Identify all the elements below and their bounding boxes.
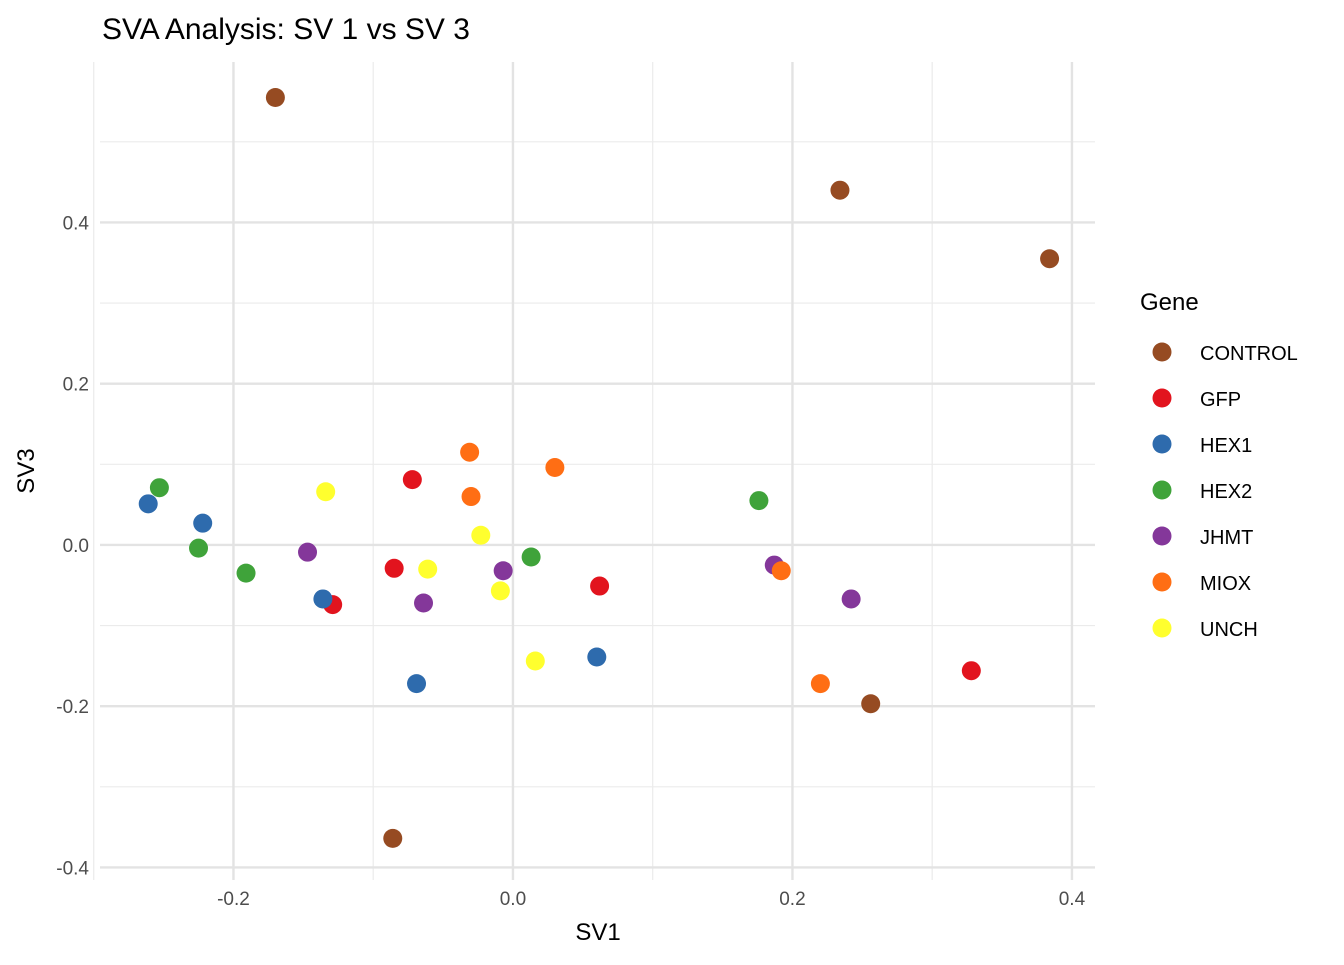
data-point-miox — [460, 442, 480, 462]
data-point-miox — [461, 487, 481, 507]
x-tick-label: 0.4 — [1059, 889, 1086, 910]
x-axis-ticks: -0.2 0.0 0.2 0.4 — [217, 889, 1085, 910]
legend-label: CONTROL — [1200, 343, 1298, 365]
y-tick-label: -0.2 — [56, 697, 89, 718]
data-point-jhmt — [493, 561, 513, 581]
data-point-hex1 — [193, 513, 213, 533]
y-axis-label: SV3 — [13, 448, 40, 493]
legend-label: HEX2 — [1200, 481, 1252, 503]
legend-key-unch — [1152, 618, 1172, 638]
data-point-unch — [525, 651, 545, 671]
chart-title: SVA Analysis: SV 1 vs SV 3 — [102, 13, 470, 46]
legend-label: UNCH — [1200, 619, 1258, 641]
legend-key-hex1 — [1152, 434, 1172, 454]
legend: Gene CONTROL GFP HEX1 HEX2 JHMT MIOX UNCH — [1140, 289, 1298, 641]
data-point-hex2 — [236, 563, 256, 583]
data-point-gfp — [384, 558, 404, 578]
data-point-miox — [545, 458, 565, 478]
legend-title: Gene — [1140, 289, 1199, 316]
data-point-unch — [471, 525, 491, 545]
data-point-hex1 — [587, 647, 607, 667]
data-point-jhmt — [298, 542, 318, 562]
data-point-hex2 — [149, 478, 169, 498]
data-point-control — [1040, 249, 1060, 269]
data-point-miox — [771, 561, 791, 581]
data-point-jhmt — [414, 593, 434, 613]
data-points — [138, 87, 1060, 848]
data-point-hex2 — [749, 491, 769, 511]
legend-key-control — [1152, 342, 1172, 362]
data-point-control — [383, 828, 403, 848]
data-point-jhmt — [841, 589, 861, 609]
data-point-unch — [418, 559, 438, 579]
data-point-unch — [316, 482, 336, 502]
y-tick-label: -0.4 — [56, 858, 89, 879]
data-point-hex1 — [313, 589, 333, 609]
data-point-hex2 — [189, 538, 209, 558]
legend-label: HEX1 — [1200, 435, 1252, 457]
x-axis-label: SV1 — [575, 919, 620, 946]
grid — [93, 62, 1095, 880]
data-point-miox — [810, 674, 830, 694]
legend-key-jhmt — [1152, 526, 1172, 546]
y-tick-label: 0.4 — [63, 213, 90, 234]
data-point-control — [830, 180, 850, 200]
data-point-hex2 — [521, 547, 541, 567]
data-point-control — [265, 87, 285, 107]
data-point-hex1 — [407, 674, 427, 694]
legend-key-gfp — [1152, 388, 1172, 408]
x-tick-label: 0.2 — [779, 889, 805, 910]
data-point-gfp — [961, 661, 981, 681]
legend-key-miox — [1152, 572, 1172, 592]
legend-label: GFP — [1200, 389, 1241, 411]
x-tick-label: 0.0 — [500, 889, 526, 910]
data-point-unch — [490, 581, 510, 601]
x-tick-label: -0.2 — [217, 889, 250, 910]
data-point-gfp — [590, 576, 610, 596]
legend-key-hex2 — [1152, 480, 1172, 500]
data-point-hex1 — [138, 494, 158, 514]
data-point-gfp — [402, 470, 422, 490]
legend-label: JHMT — [1200, 527, 1253, 549]
legend-label: MIOX — [1200, 573, 1251, 595]
y-tick-label: 0.0 — [63, 536, 89, 557]
y-tick-label: 0.2 — [63, 375, 89, 396]
y-axis-ticks: -0.4 -0.2 0.0 0.2 0.4 — [56, 213, 89, 879]
data-point-control — [861, 694, 881, 714]
